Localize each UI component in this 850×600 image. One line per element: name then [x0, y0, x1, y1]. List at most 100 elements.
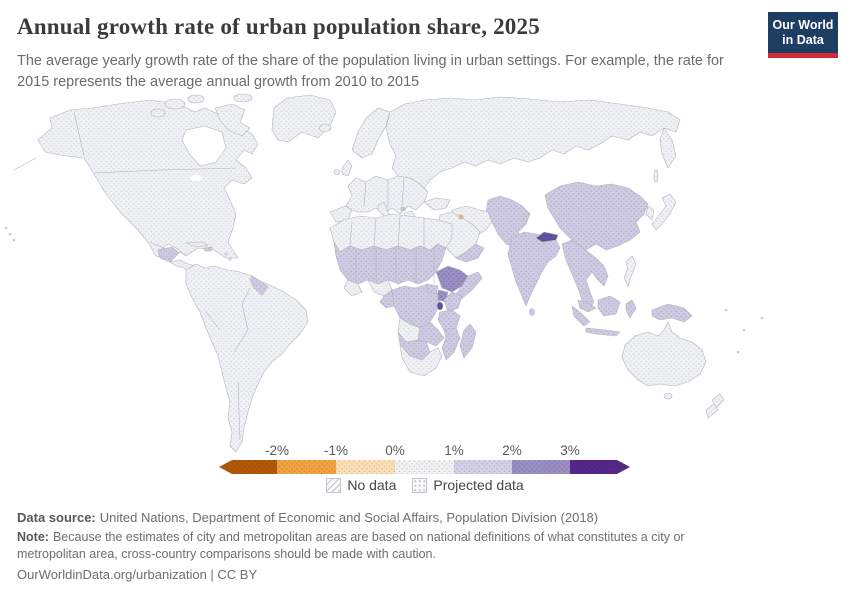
country-borneo[interactable]: [597, 295, 621, 317]
lesser-antilles: [224, 252, 228, 256]
owid-logo[interactable]: Our World in Data: [768, 12, 838, 58]
country-kamchatka[interactable]: [659, 127, 677, 169]
legend-tick: 0%: [385, 443, 405, 458]
hawaii-islands: [12, 238, 16, 242]
country-mozambique[interactable]: [441, 327, 461, 361]
country-korea[interactable]: [645, 205, 655, 221]
country-russia-kazakhstan-mongolia[interactable]: [385, 96, 681, 189]
country-sakhalin[interactable]: [653, 169, 659, 183]
country-sahel-band[interactable]: [333, 241, 447, 285]
country-mainland-south-america[interactable]: [185, 263, 309, 453]
owid-logo-line1: Our World: [772, 18, 834, 32]
country-united-kingdom[interactable]: [341, 159, 353, 177]
note-label: Note:: [17, 530, 49, 544]
border-argentina-chile: [237, 381, 241, 441]
country-new-zealand-south[interactable]: [705, 403, 719, 419]
country-sumatra[interactable]: [571, 305, 591, 327]
country-arctic-island[interactable]: [187, 94, 205, 104]
border-alaska-canada: [73, 111, 85, 157]
country-australia[interactable]: [621, 321, 707, 387]
country-ireland[interactable]: [333, 169, 341, 175]
border-europe-internal: [363, 177, 405, 208]
page-title: Annual growth rate of urban population s…: [17, 14, 540, 39]
country-kuwait[interactable]: [458, 214, 464, 220]
region-oceania[interactable]: [621, 308, 764, 419]
legend-tick: -1%: [323, 443, 349, 458]
hawaii-islands: [4, 226, 8, 230]
country-sulawesi[interactable]: [625, 299, 637, 319]
pacific-island: [724, 308, 728, 312]
country-iberia[interactable]: [329, 205, 353, 223]
great-lakes: [190, 175, 202, 181]
border-africa-internal: [349, 215, 435, 284]
legend-extra-row: No data Projected data: [218, 477, 632, 493]
country-malaysia[interactable]: [577, 299, 597, 313]
border-us-canada: [93, 167, 237, 174]
citation-line[interactable]: OurWorldinData.org/urbanization | CC BY: [17, 567, 258, 582]
lesser-antilles: [228, 257, 232, 261]
country-philippines[interactable]: [623, 255, 637, 287]
hawaii-islands: [8, 232, 12, 236]
country-ghana-ivory-coast[interactable]: [343, 279, 363, 297]
country-tasmania[interactable]: [663, 392, 673, 400]
border-peru: [205, 311, 221, 331]
legend-tick: 2%: [502, 443, 522, 458]
legend-tick: -2%: [264, 443, 290, 458]
country-tanzania[interactable]: [437, 309, 461, 331]
country-arctic-island[interactable]: [164, 98, 186, 110]
region-africa[interactable]: [329, 213, 483, 377]
region-north-america[interactable]: [4, 93, 337, 259]
owid-logo-line2: in Data: [782, 33, 824, 47]
country-scandinavia[interactable]: [351, 107, 391, 159]
country-rwanda-burundi[interactable]: [436, 301, 444, 311]
country-guatemala-honduras[interactable]: [157, 246, 180, 263]
country-arctic-island[interactable]: [233, 93, 253, 103]
country-somalia[interactable]: [455, 271, 483, 301]
legend-no-data-item[interactable]: No data: [326, 477, 396, 493]
legend-colorbar: [219, 460, 630, 474]
legend-projected-item[interactable]: Projected data: [412, 477, 524, 493]
legend-projected-dots-overlay: [219, 460, 630, 474]
region-east-asia[interactable]: [544, 181, 677, 287]
country-java[interactable]: [585, 327, 621, 337]
country-north-africa[interactable]: [329, 213, 453, 253]
country-haiti-dominican-republic[interactable]: [203, 246, 213, 252]
country-sri-lanka[interactable]: [529, 308, 535, 316]
country-mainland-europe[interactable]: [345, 175, 429, 215]
projected-data-swatch-icon: [412, 477, 428, 493]
note-line: Note: Because the estimates of city and m…: [17, 529, 717, 564]
country-nepal[interactable]: [535, 231, 559, 243]
country-cuba[interactable]: [185, 241, 209, 248]
country-albania[interactable]: [400, 206, 406, 212]
region-europe[interactable]: [329, 107, 429, 225]
data-source-line: Data source: United Nations, Department o…: [17, 510, 817, 525]
country-south-africa[interactable]: [399, 343, 443, 377]
country-arctic-islands[interactable]: [214, 103, 251, 137]
country-south-sudan[interactable]: [425, 283, 439, 295]
region-russia-north-asia[interactable]: [385, 96, 681, 189]
country-arctic-island[interactable]: [150, 108, 166, 118]
chart-subtitle: The average yearly growth rate of the sh…: [17, 53, 724, 90]
country-india[interactable]: [507, 231, 561, 307]
projected-data-label: Projected data: [433, 477, 524, 493]
legend-tick: 3%: [560, 443, 580, 458]
country-turkey[interactable]: [423, 197, 451, 211]
country-iceland[interactable]: [318, 124, 332, 132]
region-south-america[interactable]: [185, 263, 309, 453]
pacific-island: [742, 328, 746, 332]
country-greenland[interactable]: [271, 94, 337, 143]
country-guyana-suriname[interactable]: [249, 275, 269, 296]
region-southeast-asia[interactable]: [561, 239, 693, 337]
country-kenya[interactable]: [443, 291, 463, 313]
country-madagascar[interactable]: [459, 323, 477, 359]
country-papua-new-guinea[interactable]: [651, 303, 693, 323]
country-congo-gabon[interactable]: [379, 289, 395, 309]
country-yemen-oman[interactable]: [455, 243, 485, 263]
country-japan[interactable]: [651, 193, 677, 231]
country-mainland-southeast-asia[interactable]: [561, 239, 609, 311]
no-data-swatch-icon: [326, 477, 342, 493]
pacific-island: [736, 350, 740, 354]
country-china[interactable]: [544, 181, 649, 251]
legend-tick-labels: -2% -1% 0% 1% 2% 3%: [218, 443, 632, 459]
